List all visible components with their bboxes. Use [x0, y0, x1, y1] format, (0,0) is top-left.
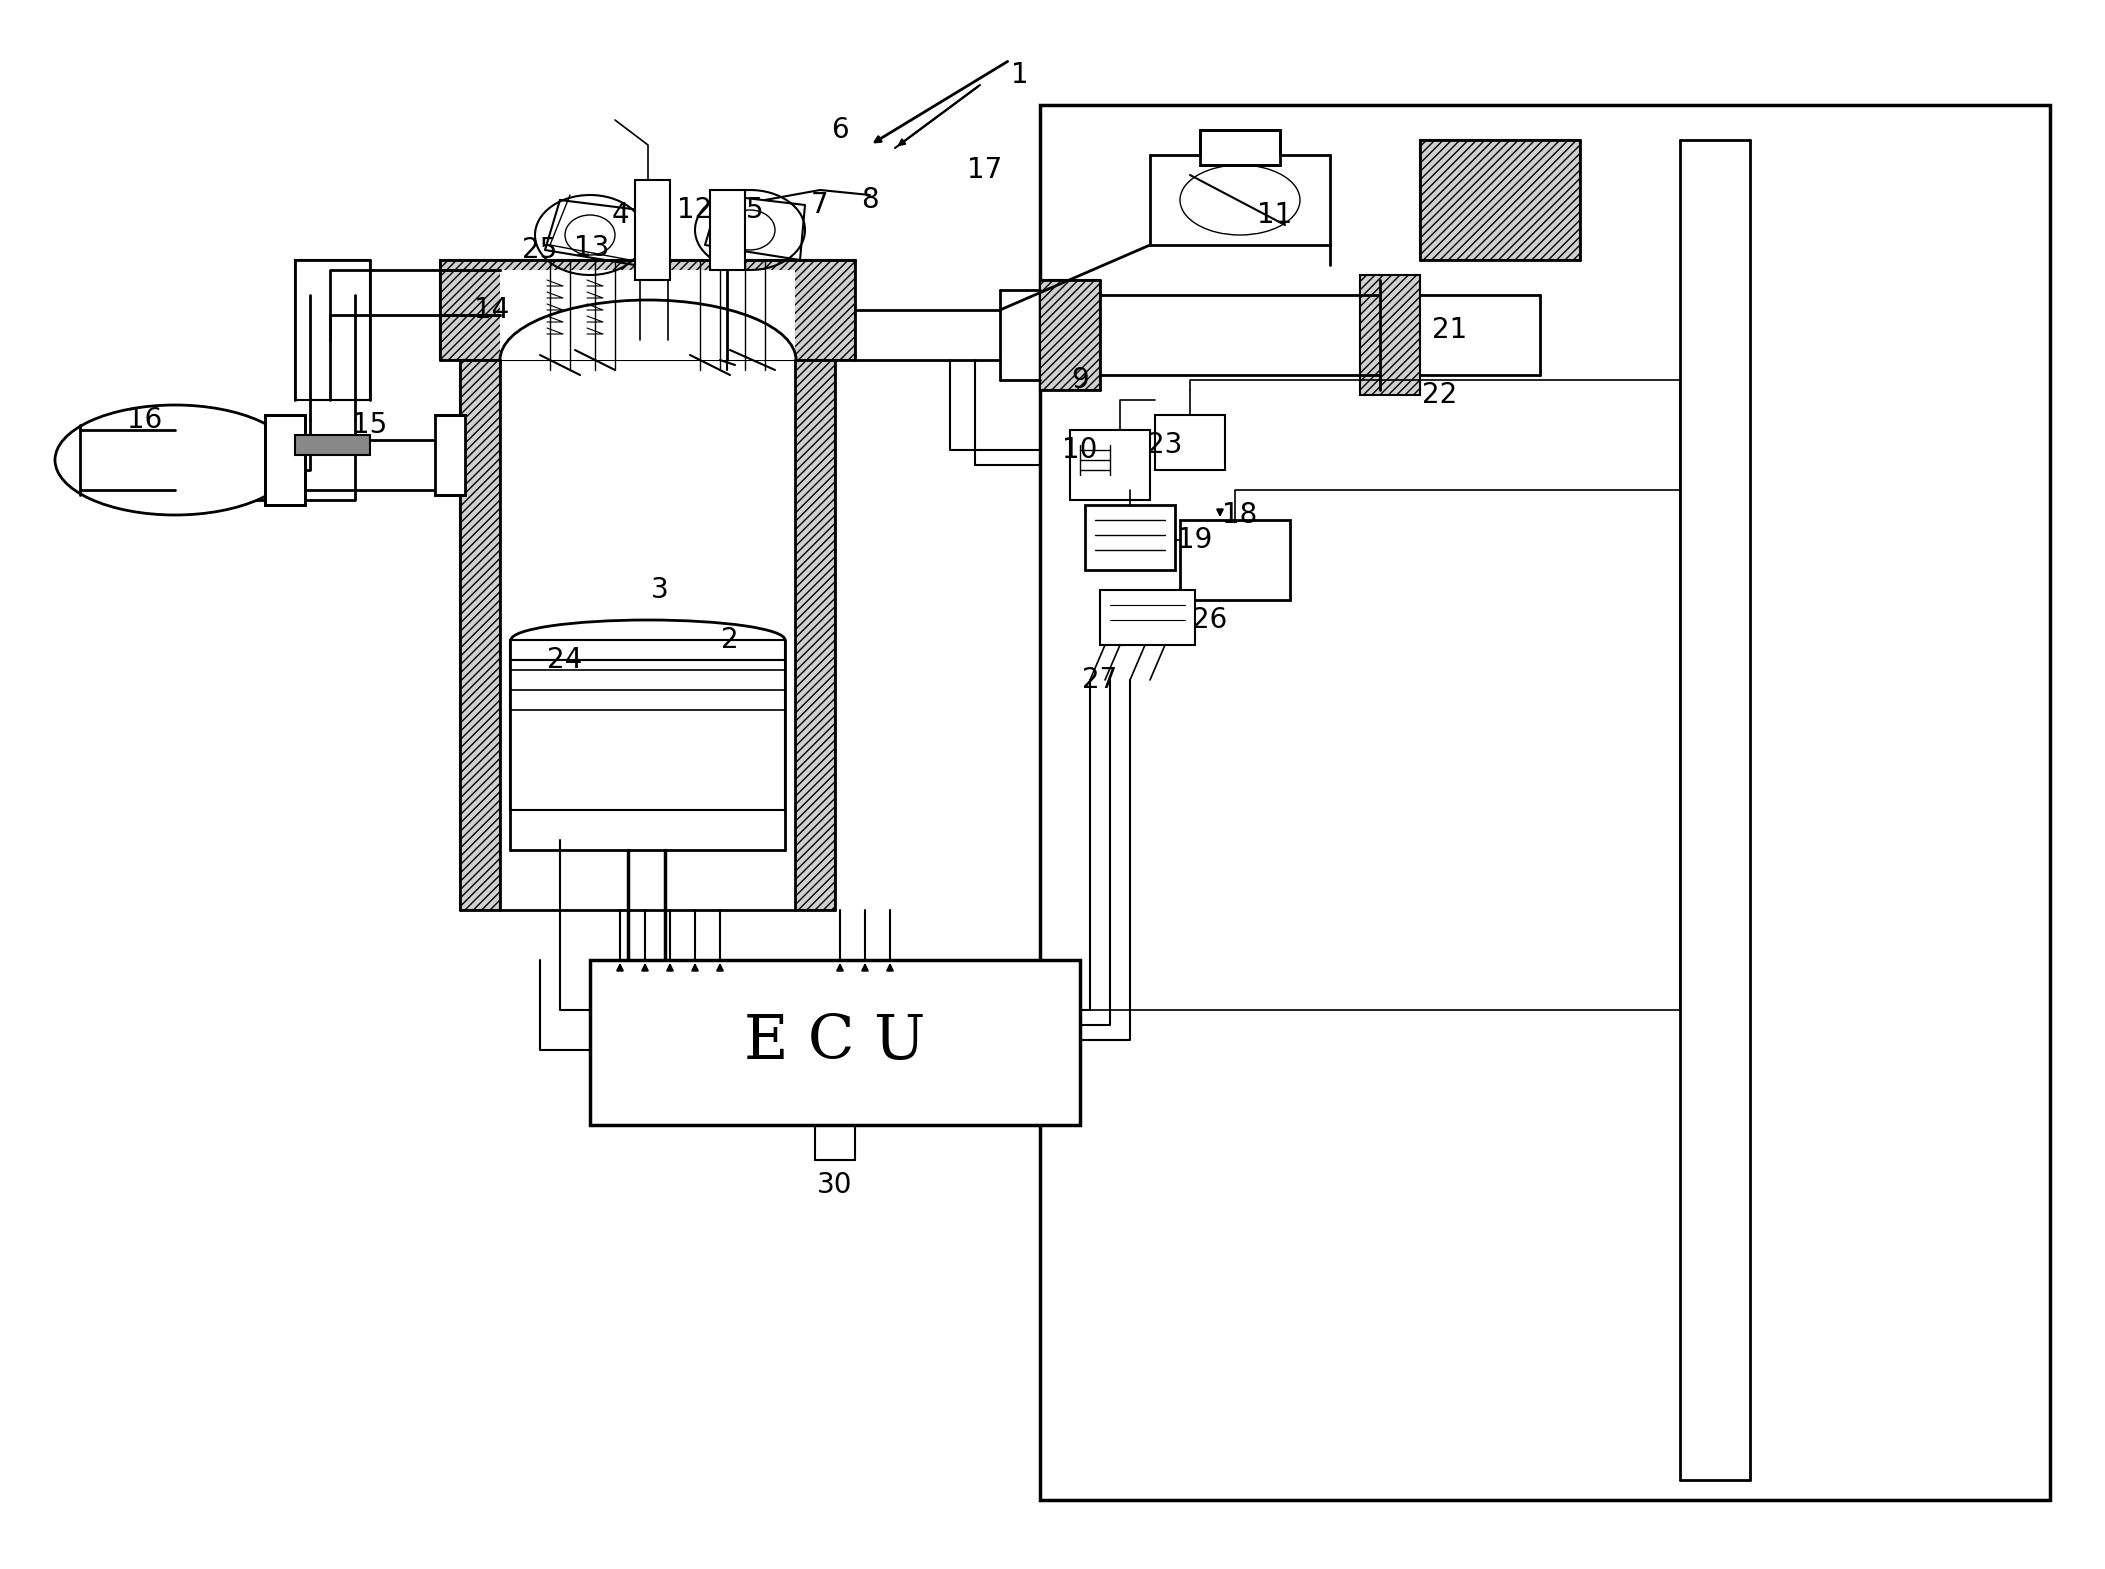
Text: 25: 25 [522, 235, 558, 264]
Text: 30: 30 [817, 1170, 853, 1199]
Ellipse shape [55, 405, 295, 515]
Bar [501, 359, 796, 910]
Text: 18: 18 [1223, 501, 1257, 529]
Text: 10: 10 [1063, 436, 1097, 464]
Text: 23: 23 [1147, 431, 1183, 460]
Text: 14: 14 [474, 297, 509, 325]
Text: 24: 24 [547, 646, 583, 675]
Bar [1101, 590, 1196, 645]
Text: 16: 16 [128, 406, 162, 435]
Text: 26: 26 [1191, 606, 1227, 634]
Text: 21: 21 [1431, 315, 1467, 344]
Text: 15: 15 [352, 411, 387, 439]
Bar [265, 414, 305, 505]
Bar [636, 180, 669, 279]
Text: 17: 17 [968, 155, 1002, 184]
Bar [440, 260, 855, 359]
Bar [1040, 279, 1101, 391]
Bar [709, 190, 745, 270]
Text: 7: 7 [810, 191, 829, 220]
Bar [1040, 105, 2050, 1500]
Bar [1069, 430, 1149, 501]
Text: 8: 8 [861, 187, 878, 213]
Text: 4: 4 [610, 201, 629, 229]
Bar [509, 640, 785, 661]
Bar [1421, 140, 1581, 260]
Text: 27: 27 [1082, 665, 1118, 693]
Bar [461, 359, 501, 910]
Text: E C U: E C U [745, 1012, 926, 1073]
Bar [1149, 155, 1330, 245]
Bar [501, 270, 796, 359]
Text: 11: 11 [1257, 201, 1292, 229]
Bar [509, 661, 785, 810]
Bar [796, 359, 836, 910]
Bar [295, 260, 370, 400]
Bar [436, 414, 465, 494]
Text: 2: 2 [722, 626, 739, 654]
Text: 1: 1 [1010, 61, 1029, 89]
Text: 12: 12 [678, 196, 714, 224]
Text: 22: 22 [1423, 381, 1457, 410]
Bar [1200, 130, 1280, 165]
Text: 19: 19 [1177, 526, 1212, 554]
Bar [1360, 275, 1421, 395]
Bar [589, 960, 1080, 1125]
Text: 5: 5 [745, 196, 764, 224]
Bar [1181, 519, 1290, 599]
Text: 3: 3 [650, 576, 669, 604]
Text: 13: 13 [575, 234, 610, 262]
Bar [1084, 505, 1175, 570]
Text: 9: 9 [1071, 366, 1088, 394]
Bar [295, 435, 370, 455]
Bar [1156, 414, 1225, 471]
Text: 6: 6 [831, 116, 848, 144]
